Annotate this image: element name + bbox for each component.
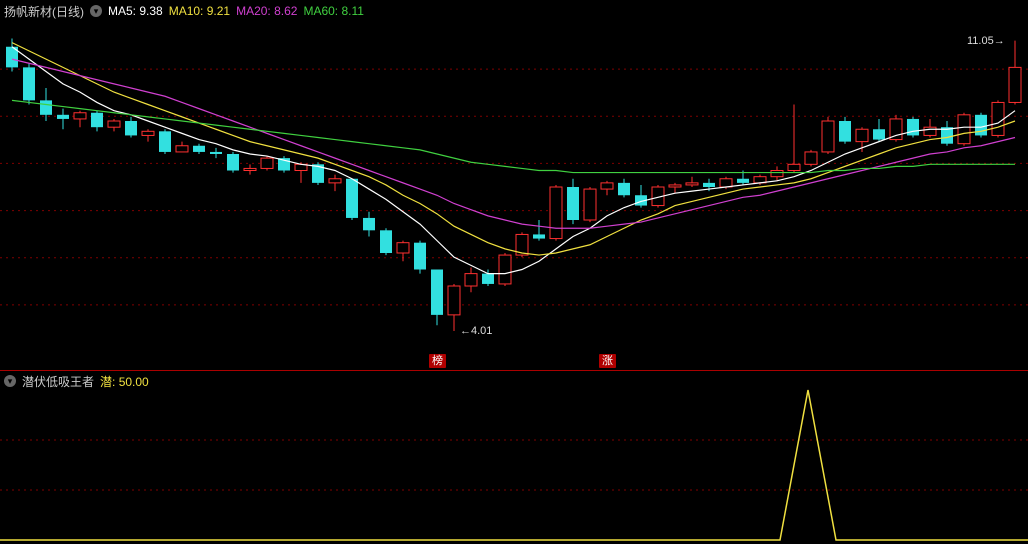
- high-price-marker: 11.05→: [967, 35, 1005, 47]
- ma10-value: 9.21: [207, 4, 230, 18]
- sub-title: 潜伏低吸王者: [22, 373, 94, 390]
- ma60-indicator: MA60: 8.11: [303, 4, 363, 18]
- qian-value: 50.00: [119, 375, 149, 389]
- candlestick-svg: [0, 0, 1028, 370]
- chart-root: 扬帆新材(日线) ▾ MA5: 9.38 MA10: 9.21 MA20: 8.…: [0, 0, 1028, 544]
- chevron-down-icon[interactable]: ▾: [4, 375, 16, 387]
- sub-header: ▾ 潜伏低吸王者 潜: 50.00: [0, 370, 1028, 392]
- ma10-label: MA10:: [169, 4, 207, 18]
- indicator-svg: [0, 370, 1028, 544]
- ma20-label: MA20:: [236, 4, 274, 18]
- ma60-label: MA60:: [303, 4, 341, 18]
- ma5-label: MA5:: [108, 4, 139, 18]
- ma5-value: 9.38: [139, 4, 162, 18]
- ma10-indicator: MA10: 9.21: [169, 4, 230, 18]
- qian-indicator: 潜: 50.00: [100, 373, 149, 390]
- ma20-value: 8.62: [274, 4, 297, 18]
- main-chart-area[interactable]: ←4.01 11.05→ 榜 涨: [0, 0, 1028, 371]
- ma60-value: 8.11: [341, 4, 363, 18]
- chevron-down-icon[interactable]: ▾: [90, 5, 102, 17]
- qian-label: 潜:: [100, 375, 119, 389]
- title-label: 扬帆新材(日线): [4, 3, 84, 20]
- sub-chart-area[interactable]: [0, 370, 1028, 544]
- low-price-marker: ←4.01: [460, 325, 492, 337]
- main-header: 扬帆新材(日线) ▾ MA5: 9.38 MA10: 9.21 MA20: 8.…: [0, 0, 1028, 22]
- ma5-indicator: MA5: 9.38: [108, 4, 163, 18]
- ma20-indicator: MA20: 8.62: [236, 4, 297, 18]
- zhang-marker: 涨: [599, 354, 616, 368]
- bang-marker: 榜: [429, 354, 446, 368]
